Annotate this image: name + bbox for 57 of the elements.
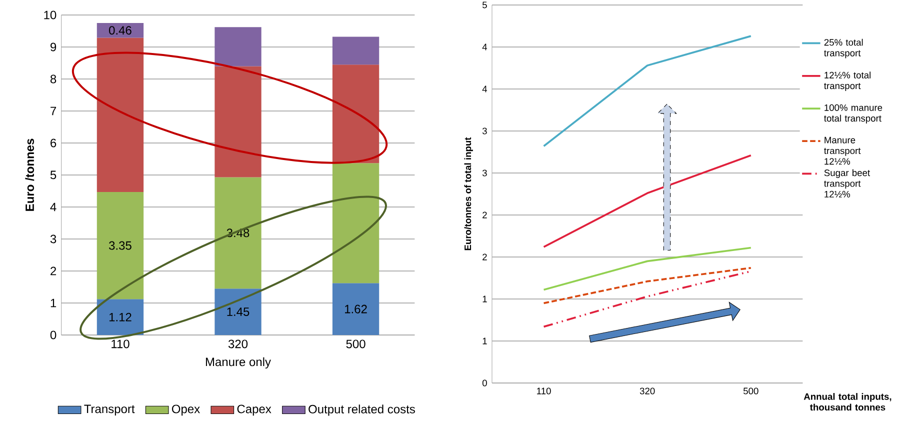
y-tick-label: 9: [50, 42, 56, 52]
legend-label: 12½% total transport: [824, 72, 870, 91]
x-axis-title: Manure only: [206, 357, 271, 369]
y-tick-label: 4: [482, 44, 488, 50]
y-tick-label: 4: [482, 86, 488, 92]
legend-label: Opex: [172, 404, 200, 416]
bar: [332, 283, 380, 335]
bar: [214, 66, 262, 178]
bar: [332, 36, 380, 65]
legend-label: Transport: [84, 404, 135, 416]
y-axis-title: Euro /tonnes: [25, 138, 34, 211]
y-tick-label: 10: [44, 10, 56, 20]
data-label: 1.62: [345, 304, 367, 314]
legend-label: Sugar beet transport 12½%: [824, 169, 870, 198]
bar: [332, 163, 380, 284]
data-label: 0.46: [109, 26, 132, 35]
x-tick-label: 320: [640, 388, 655, 394]
legend-label: 25% total transport: [824, 38, 863, 58]
y-tick-label: 0: [50, 330, 56, 340]
y-tick-label: 1: [482, 338, 487, 344]
bar: [96, 299, 144, 335]
data-label: 1.12: [109, 312, 132, 322]
legend-label: Capex: [237, 404, 272, 416]
y-tick-label: 3: [482, 128, 487, 134]
y-tick-label: 5: [50, 170, 56, 180]
y-tick-label: 6: [50, 138, 56, 148]
y-tick-label: 3: [50, 234, 56, 244]
data-label: 3.35: [109, 241, 132, 250]
legend-label: Output related costs: [308, 404, 415, 416]
y-tick-label: 1: [50, 298, 56, 308]
bar: [214, 27, 262, 66]
y-tick-label: 8: [50, 74, 56, 84]
x-axis-title: Annual total inputs, thousand tonnes: [804, 393, 892, 411]
y-tick-label: 4: [50, 202, 56, 212]
x-tick-label: 500: [346, 340, 366, 348]
legend-label: Manure transport 12½%: [824, 136, 861, 165]
y-tick-label: 5: [482, 2, 487, 8]
legend-label: 100% manure total transport: [824, 104, 882, 124]
y-tick-label: 1: [482, 296, 487, 302]
x-tick-label: 110: [537, 388, 551, 394]
x-tick-label: 110: [112, 340, 130, 348]
bar: [96, 38, 144, 192]
bar: [214, 288, 262, 335]
y-tick-label: 2: [482, 212, 487, 218]
y-tick-label: 7: [50, 106, 56, 116]
y-tick-label: 2: [50, 266, 56, 276]
bar: [96, 22, 144, 38]
bar: [332, 64, 380, 164]
y-tick-label: 2: [482, 254, 487, 260]
y-tick-label: 0: [482, 380, 487, 386]
y-axis-title: Euro/tonnes of total input: [464, 137, 473, 250]
x-tick-label: 320: [228, 340, 248, 348]
x-tick-label: 500: [743, 388, 758, 394]
bar: [96, 192, 144, 300]
bar: [214, 177, 262, 289]
y-tick-label: 3: [482, 170, 487, 176]
data-label: 1.45: [227, 308, 250, 316]
